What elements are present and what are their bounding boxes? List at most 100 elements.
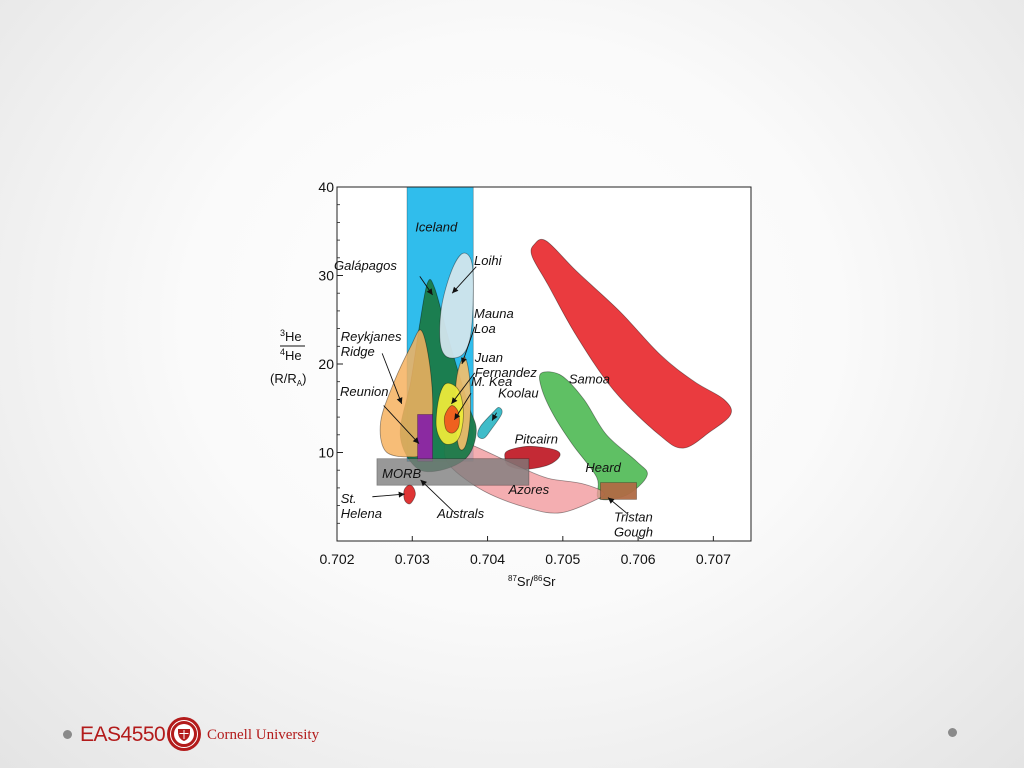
st-helena-pointer-head xyxy=(398,491,405,498)
svg-text:3He: 3He xyxy=(280,328,302,344)
reykjanes-ridge-label: Reykjanes Ridge xyxy=(341,329,402,359)
y-tick-label: 10 xyxy=(318,445,334,461)
y-label-unit-sub: A xyxy=(297,379,303,388)
y-tick-label: 30 xyxy=(318,268,334,284)
x-tick-label: 0.707 xyxy=(696,551,731,567)
y-label-den-sup: 4 xyxy=(280,347,285,357)
juan-fernandez-label: Juan Fernandez xyxy=(474,350,538,380)
loihi-pointer xyxy=(451,266,477,294)
pointers-layer xyxy=(372,266,629,515)
y-label-num-sup: 3 xyxy=(280,328,285,338)
reunion-pointer xyxy=(383,405,420,444)
samoa-field xyxy=(530,238,732,449)
samoa-label: Samoa xyxy=(569,371,610,386)
y-label-unit: (R/R xyxy=(270,371,297,386)
x-tick-label: 0.706 xyxy=(621,551,656,567)
x-axis-label: 87Sr/86Sr xyxy=(508,574,556,589)
tristan-gough-pointer xyxy=(607,497,629,515)
juan-fernandez-label-line: Fernandez xyxy=(475,365,538,380)
reykjanes-ridge-label-line: Reykjanes xyxy=(341,329,402,344)
x-tick-label: 0.702 xyxy=(319,551,354,567)
y-label-num: He xyxy=(285,329,302,344)
heard-label: Heard xyxy=(585,460,621,475)
reunion-field xyxy=(417,414,433,462)
australs-pointer-line xyxy=(420,479,454,513)
iceland-label: Iceland xyxy=(415,219,458,234)
juan-fernandez-pointer-head xyxy=(451,397,458,404)
reykjanes-ridge-label-line: Ridge xyxy=(341,344,375,359)
tristan-gough-label-line: Tristan xyxy=(614,510,653,525)
tristan-gough-label: Tristan Gough xyxy=(614,510,653,540)
australs-pointer xyxy=(420,479,454,513)
koolau-label-line: Koolau xyxy=(498,386,538,401)
st-helena-pointer xyxy=(372,491,405,498)
australs-pointer-head xyxy=(420,479,427,487)
reunion-label: Reunion xyxy=(340,384,388,399)
footer-bullet-left xyxy=(63,730,72,739)
tristan-gough-pointer-head xyxy=(607,497,615,504)
st-helena-field xyxy=(403,484,416,505)
galapagos-pointer-head xyxy=(426,288,433,295)
university-name: Cornell University xyxy=(207,727,320,743)
y-tick-label: 20 xyxy=(318,356,334,372)
mauna-loa-pointer xyxy=(461,326,476,365)
m-kea-pointer-head xyxy=(454,413,461,420)
reunion-pointer-line xyxy=(383,405,420,444)
y-axis-label: 3He 4He (R/RA) xyxy=(270,328,306,388)
m-kea-label: M. Kea xyxy=(471,374,512,389)
iceland-label-line: Iceland xyxy=(415,219,458,234)
course-code: EAS4550 xyxy=(80,723,166,746)
x-tick-label: 0.704 xyxy=(470,551,505,567)
loihi-label-line: Loihi xyxy=(474,253,503,268)
morb-label: MORB xyxy=(382,466,421,481)
morb-label-line: MORB xyxy=(382,466,421,481)
st-helena-label-line: Helena xyxy=(341,506,382,521)
mauna-loa-pointer-line xyxy=(461,326,476,365)
juan-fernandez-pointer xyxy=(451,372,476,405)
m-kea-label-line: M. Kea xyxy=(471,374,512,389)
mauna-loa-label-line: Loa xyxy=(474,321,496,336)
pitcairn-label-line: Pitcairn xyxy=(515,432,558,447)
tristan-gough-label-line: Gough xyxy=(614,525,653,540)
x-tick-label: 0.703 xyxy=(395,551,430,567)
y-tick-label: 40 xyxy=(318,179,334,195)
x-label-sup2: 86 xyxy=(534,574,543,583)
mauna-loa-label: Mauna Loa xyxy=(474,306,514,336)
reunion-pointer-head xyxy=(412,437,420,444)
y-label-den: He xyxy=(285,348,302,363)
reykjanes-ridge-pointer-line xyxy=(381,353,403,404)
y-label-unit-end: ) xyxy=(302,371,306,386)
x-label-sup1: 87 xyxy=(508,574,517,583)
pitcairn-label: Pitcairn xyxy=(515,432,558,447)
reykjanes-ridge-pointer-head xyxy=(396,397,403,404)
svg-text:4He: 4He xyxy=(280,347,302,363)
st-helena-label-line: St. xyxy=(341,491,357,506)
koolau-field xyxy=(477,406,503,439)
axis-ticks: 0.702 0.703 0.704 0.705 0.706 0.707 10 20 30 40 xyxy=(318,179,731,567)
footer-bullet-right xyxy=(948,728,957,737)
reykjanes-ridge-pointer xyxy=(381,353,403,404)
koolau-pointer-head xyxy=(492,413,498,421)
svg-text:(R/RA): (R/RA) xyxy=(270,371,306,388)
azores-label-line: Azores xyxy=(508,482,550,497)
koolau-label: Koolau xyxy=(498,386,538,401)
koolau-pointer xyxy=(491,412,498,421)
heard-label-line: Heard xyxy=(585,460,621,475)
loihi-pointer-head xyxy=(452,286,459,294)
reunion-label-line: Reunion xyxy=(340,384,388,399)
m-kea-field xyxy=(443,405,460,434)
m-kea-pointer xyxy=(454,392,472,420)
australs-label: Australs xyxy=(436,506,484,521)
morb-field xyxy=(376,458,530,486)
juan-fernandez-label-line: Juan xyxy=(474,350,503,365)
galapagos-label-line: Galápagos xyxy=(334,258,397,273)
azores-label: Azores xyxy=(508,482,550,497)
tristan-gough-field xyxy=(600,482,637,500)
juan-fernandez-pointer-line xyxy=(451,372,476,405)
loihi-label: Loihi xyxy=(474,253,503,268)
x-tick-label: 0.705 xyxy=(545,551,580,567)
cornell-seal-icon xyxy=(167,717,201,751)
australs-label-line: Australs xyxy=(436,506,484,521)
